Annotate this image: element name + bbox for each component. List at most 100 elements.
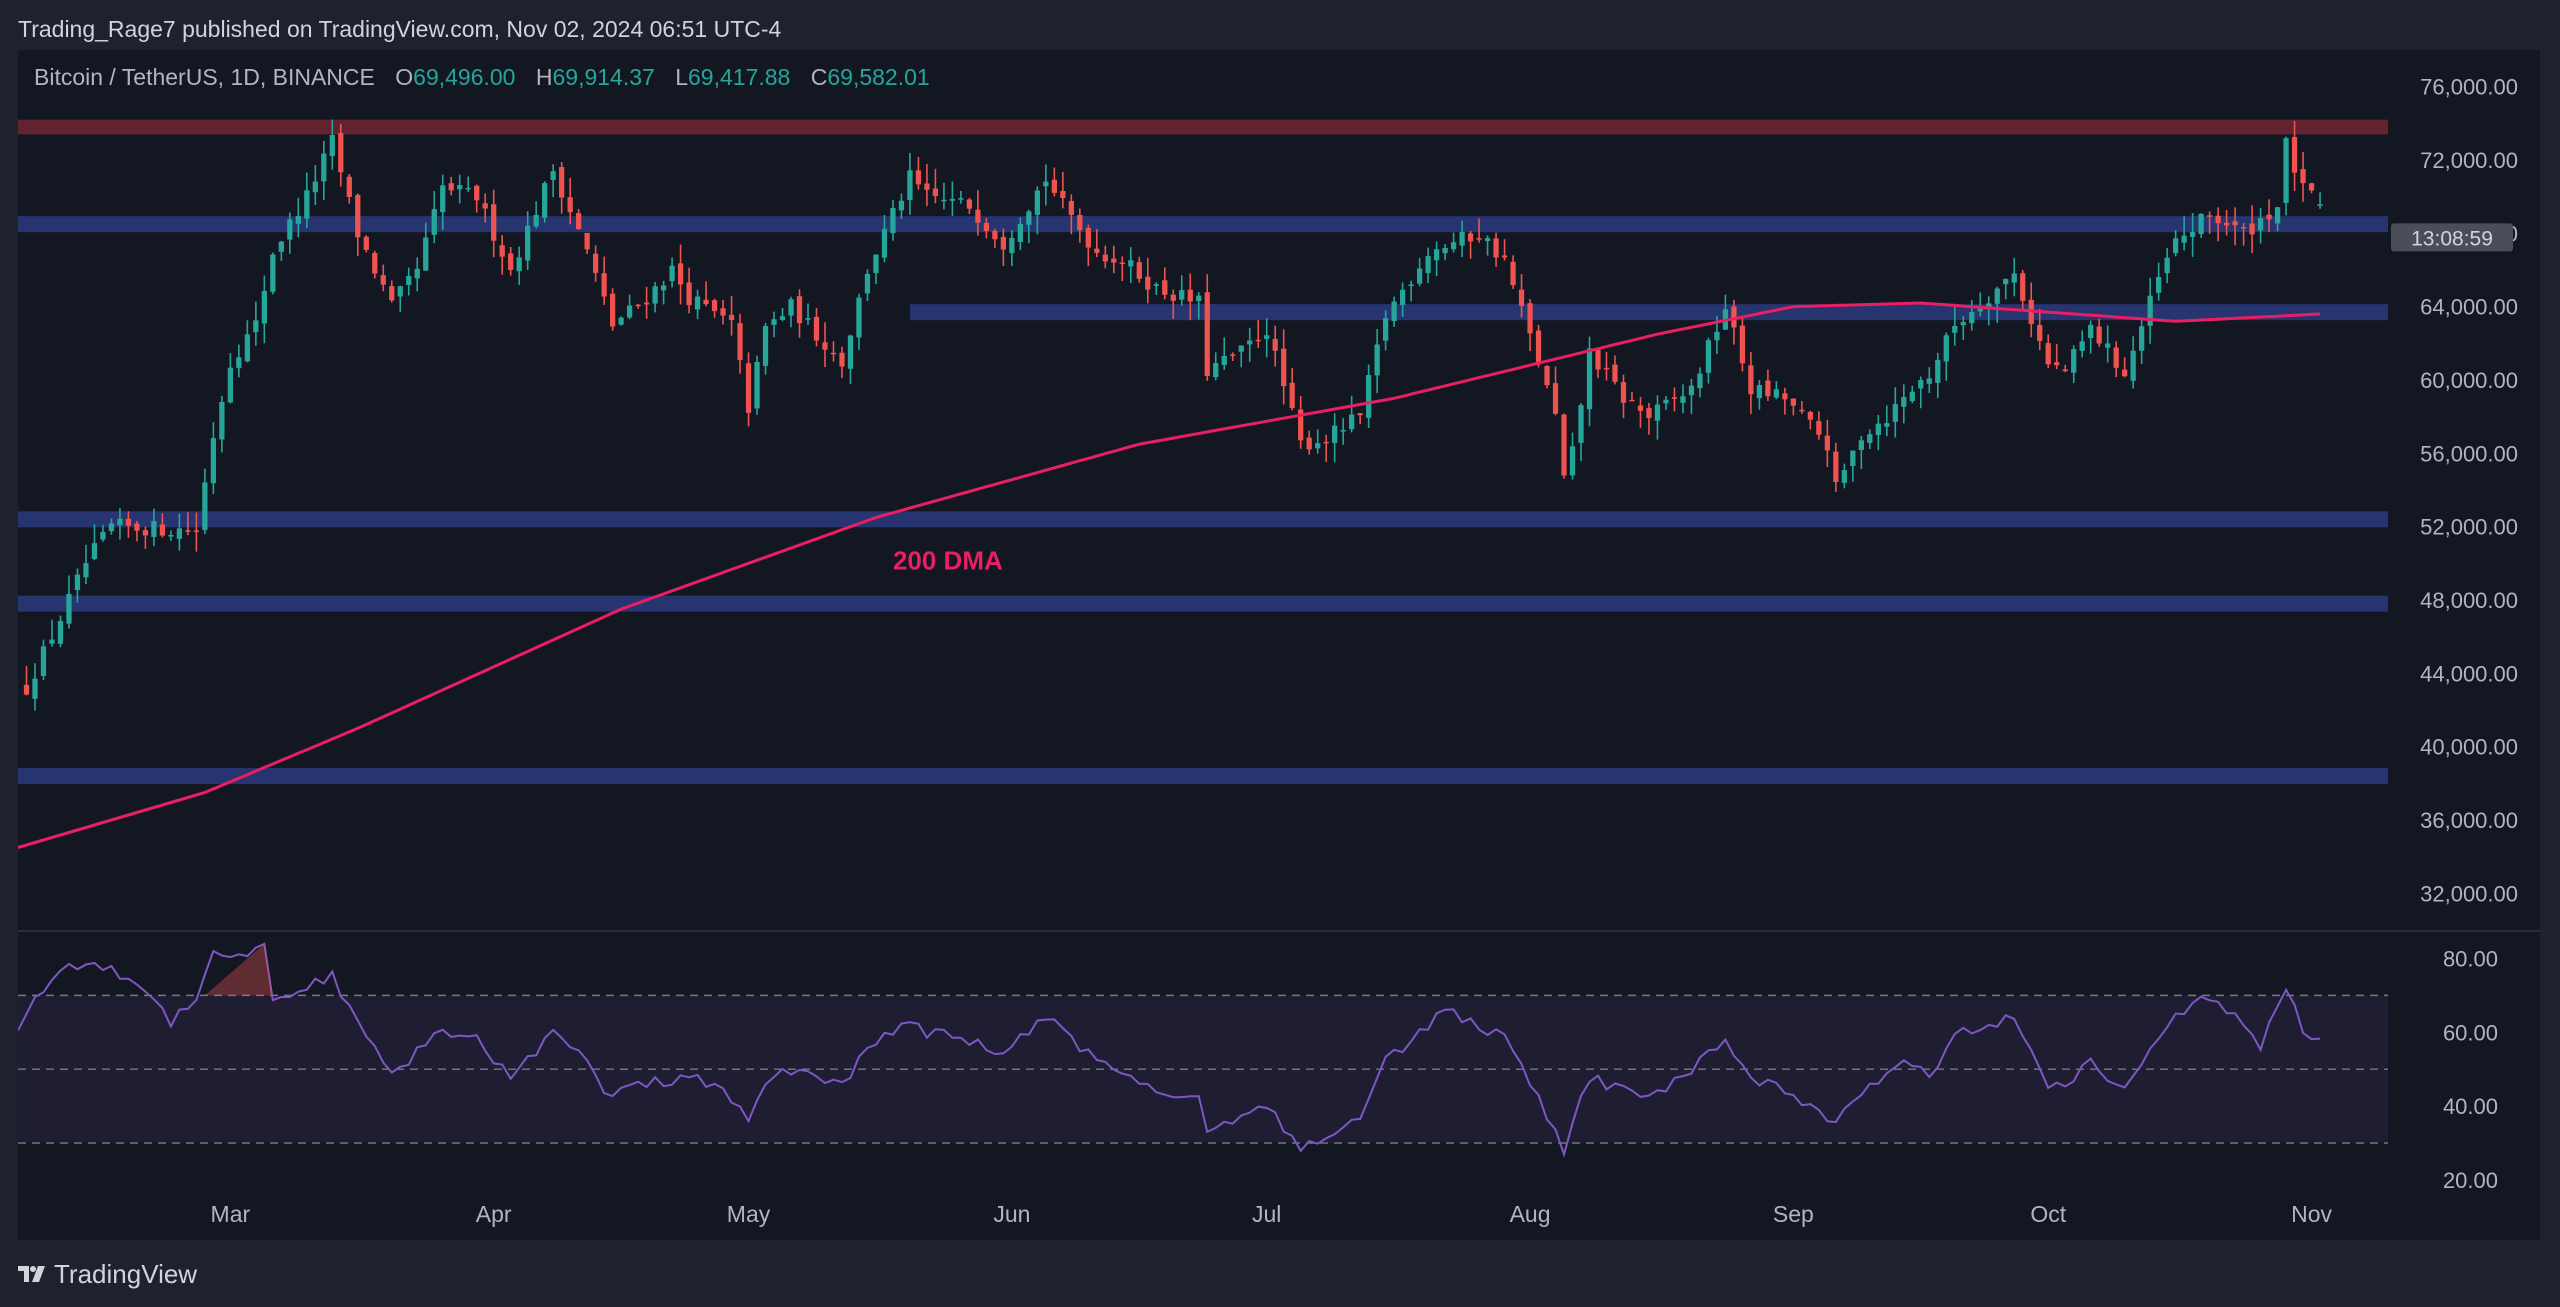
candle-up[interactable] [108,523,115,532]
rsi-line[interactable] [18,942,2321,1158]
chart-canvas[interactable]: 200 DMA76,000.0072,000.0068,000.0064,000… [18,50,2540,1240]
candle-down[interactable] [720,308,726,316]
candle-up[interactable] [1969,312,1975,324]
candle-up[interactable] [414,268,420,279]
candle-up[interactable] [626,305,633,318]
candle-up[interactable] [304,190,310,219]
candle-up[interactable] [423,237,429,271]
candle-up[interactable] [74,574,81,590]
candle-up[interactable] [949,198,956,201]
candle-up[interactable] [1705,340,1712,373]
candle-down[interactable] [380,275,386,285]
candle-down[interactable] [1629,399,1635,402]
candle-down[interactable] [1323,441,1329,444]
candle-up[interactable] [2105,343,2111,348]
candle-up[interactable] [1680,396,1686,403]
candle-up[interactable] [1408,284,1414,287]
candle-down[interactable] [966,199,973,209]
candle-up[interactable] [1450,242,1457,250]
candle-up[interactable] [771,319,777,325]
candle-up[interactable] [1901,397,1907,407]
tradingview-logo-icon[interactable] [18,1264,48,1284]
candle-down[interactable] [1000,236,1007,250]
candle-up[interactable] [1425,256,1431,274]
candle-down[interactable] [2096,326,2102,344]
candle-up[interactable] [100,531,106,540]
candle-down[interactable] [2113,347,2119,368]
candle-up[interactable] [117,518,123,526]
candle-down[interactable] [1298,409,1304,441]
candle-down[interactable] [983,222,990,232]
candle-down[interactable] [1833,451,1839,482]
candle-up[interactable] [2011,273,2017,283]
candle-up[interactable] [2189,232,2196,237]
candle-down[interactable] [1467,233,1474,242]
candle-down[interactable] [159,524,166,536]
candle-up[interactable] [2317,204,2323,206]
candle-up[interactable] [660,285,667,291]
candle-down[interactable] [711,300,718,312]
candle-up[interactable] [2147,295,2153,326]
candle-up[interactable] [1943,335,1949,362]
candle-up[interactable] [1017,223,1023,243]
candle-down[interactable] [1671,397,1678,399]
candle-up[interactable] [329,135,335,157]
candle-up[interactable] [2173,238,2179,254]
candle-down[interactable] [193,530,200,532]
candle-up[interactable] [1247,340,1253,345]
candle-down[interactable] [1289,382,1295,409]
candle-up[interactable] [1315,443,1321,449]
candle-down[interactable] [2266,214,2272,220]
candle-up[interactable] [856,297,862,338]
candle-down[interactable] [839,352,845,367]
candle-down[interactable] [1060,190,1066,198]
candle-up[interactable] [2257,218,2264,231]
candle-up[interactable] [287,219,293,240]
candle-up[interactable] [244,334,250,362]
candle-down[interactable] [1612,364,1618,382]
candle-down[interactable] [2206,215,2213,217]
candle-down[interactable] [1306,437,1312,450]
symbol-name[interactable]: Bitcoin / TetherUS, 1D, BINANCE [34,64,375,90]
candle-down[interactable] [822,342,828,350]
candle-up[interactable] [2088,324,2094,339]
candle-down[interactable] [1255,339,1261,342]
candle-up[interactable] [779,316,786,320]
candle-down[interactable] [2300,169,2306,184]
candle-up[interactable] [1773,389,1780,398]
candle-down[interactable] [992,230,998,240]
candle-up[interactable] [202,482,208,530]
candle-up[interactable] [210,438,217,484]
candle-up[interactable] [525,225,531,261]
candle-down[interactable] [1077,214,1083,231]
candle-up[interactable] [1663,399,1669,404]
candle-down[interactable] [559,167,565,198]
candle-up[interactable] [1714,331,1720,341]
candle-down[interactable] [474,185,480,201]
candle-up[interactable] [805,318,811,320]
candle-down[interactable] [2020,273,2026,301]
candle-up[interactable] [941,199,947,202]
candle-up[interactable] [1935,359,1941,383]
candle-down[interactable] [1535,330,1542,365]
candle-up[interactable] [168,535,174,537]
candle-down[interactable] [125,518,132,526]
candle-up[interactable] [652,286,658,304]
candle-up[interactable] [1875,423,1881,436]
candle-up[interactable] [958,198,964,200]
candle-up[interactable] [516,257,522,272]
candle-up[interactable] [1850,450,1856,466]
candle-up[interactable] [1918,380,1924,389]
candle-down[interactable] [1145,276,1151,290]
candle-up[interactable] [1892,404,1898,422]
candle-up[interactable] [219,401,225,440]
candle-up[interactable] [1986,303,1992,310]
candle-down[interactable] [830,352,837,355]
candle-down[interactable] [924,183,930,190]
candle-up[interactable] [176,528,183,539]
candle-up[interactable] [1366,375,1372,418]
candle-down[interactable] [1357,413,1363,416]
candle-up[interactable] [1034,190,1040,215]
candle-down[interactable] [1790,398,1797,406]
candle-down[interactable] [1187,289,1193,302]
